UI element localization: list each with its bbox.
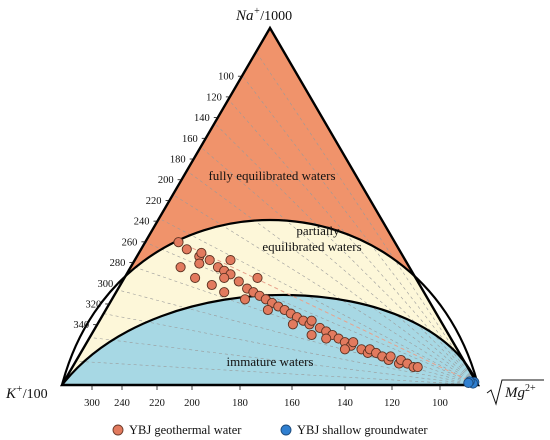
na-tick-label: 280 [110, 258, 126, 269]
guide-line [89, 337, 478, 385]
point-shallow-groundwater [463, 377, 474, 388]
bottom-tick-label: 120 [384, 398, 400, 409]
na-tick-label: 140 [194, 113, 210, 124]
bottom-tick-label: 240 [114, 398, 130, 409]
guide-line [75, 360, 478, 385]
na-tick-label: 220 [146, 196, 162, 207]
point-geothermal [385, 351, 396, 362]
point-geothermal [219, 272, 230, 283]
point-geothermal [348, 337, 359, 348]
point-geothermal [321, 333, 332, 344]
point-geothermal [194, 258, 205, 269]
region-partially-equilibrated-waters [62, 220, 478, 385]
region-label-partial-1: partially [296, 223, 340, 238]
na-tick-label: 300 [98, 279, 114, 290]
na-tick-label: 320 [85, 299, 101, 310]
apex-label-na: Na+/1000 [235, 6, 292, 24]
bottom-tick-label: 180 [232, 398, 248, 409]
trend-line [185, 244, 479, 386]
point-geothermal [225, 255, 236, 266]
guide-line [255, 51, 478, 385]
guide-line [200, 146, 478, 385]
apex-label-mg: Mg2+ [486, 379, 544, 406]
point-geothermal [262, 304, 273, 316]
partial-equilibrium-curve [61, 293, 480, 386]
point-geothermal [190, 272, 201, 283]
point-geothermal [206, 279, 217, 291]
legend: YBJ geothermal water YBJ shallow groundw… [112, 423, 428, 437]
svg-text:Mg2+: Mg2+ [504, 383, 536, 401]
na-tick-label: 340 [73, 320, 89, 331]
guide-line [186, 170, 478, 385]
na-tick-label: 260 [122, 237, 138, 248]
bottom-tick-label: 200 [184, 398, 200, 409]
legend-marker-shallow [280, 424, 292, 436]
region-label-full: fully equilibrated waters [208, 168, 335, 183]
bottom-tick-label: 160 [284, 398, 300, 409]
point-geothermal [175, 262, 186, 273]
point-geothermal [412, 362, 423, 373]
bottom-tick-label: 300 [84, 398, 100, 409]
na-tick-label: 160 [182, 134, 198, 145]
full-equilibrium-curve [60, 218, 480, 386]
triangle-outline [59, 25, 481, 387]
legend-label-geothermal: YBJ geothermal water [129, 423, 242, 437]
point-geothermal [239, 294, 251, 305]
region-label-partial-2: equilibrated waters [262, 239, 361, 254]
na-axis-ticks: 100 120 140 160 180 200 220 240 260 280 300 320 340 [73, 72, 242, 331]
point-geothermal [339, 344, 350, 355]
na-tick-label: 240 [134, 217, 150, 228]
bottom-tick-label: 140 [337, 398, 353, 409]
bottom-tick-label: 220 [149, 398, 165, 409]
na-tick-label: 180 [170, 155, 186, 166]
point-geothermal [306, 315, 317, 326]
point-geothermal [287, 319, 298, 330]
point-geothermal [252, 272, 263, 283]
guide-line [214, 122, 478, 385]
point-geothermal [196, 247, 207, 258]
point-geothermal [219, 287, 230, 298]
apex-label-k: K+/100 [5, 384, 48, 402]
na-tick-label: 120 [206, 92, 222, 103]
point-geothermal [181, 244, 192, 255]
point-geothermal [173, 237, 184, 248]
region-label-immature: immature waters [227, 354, 314, 369]
point-geothermal [233, 276, 244, 287]
guide-line [242, 75, 478, 385]
legend-label-shallow: YBJ shallow groundwater [297, 423, 428, 437]
point-geothermal [306, 329, 317, 341]
bottom-tick-label: 100 [432, 398, 448, 409]
point-geothermal [204, 255, 215, 266]
na-tick-label: 200 [158, 175, 174, 186]
bottom-axis-ticks: 300 240 220 200 180 160 140 120 100 [84, 385, 448, 409]
legend-marker-geothermal [112, 424, 124, 436]
na-tick-label: 100 [218, 72, 234, 83]
data-points-layer [173, 237, 480, 389]
